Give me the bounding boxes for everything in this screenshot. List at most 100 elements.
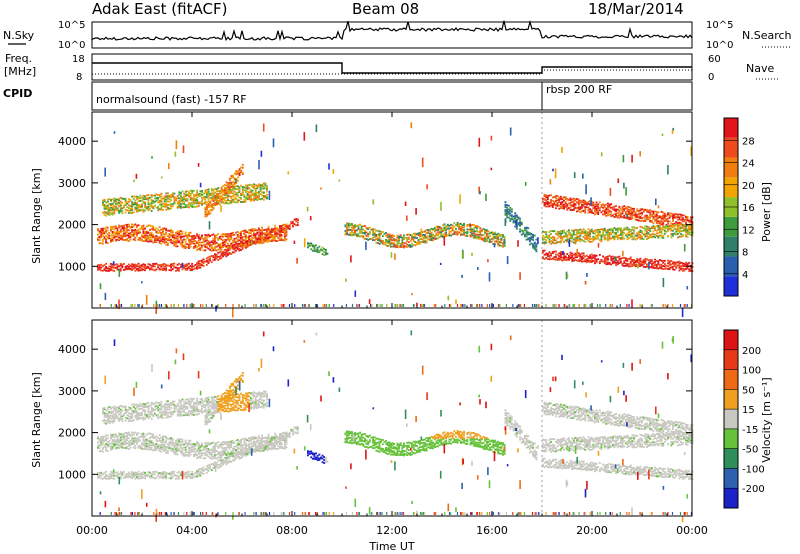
power-cell [422, 304, 424, 307]
power-cell [168, 200, 171, 203]
power-cell [287, 171, 290, 175]
velocity-cell [97, 474, 99, 477]
noise-sky-line [91, 19, 693, 42]
power-cell [479, 229, 482, 232]
power-cell [158, 196, 161, 199]
velocity-cell [116, 446, 119, 449]
power-cell [332, 169, 335, 174]
power-cell [419, 238, 422, 240]
power-cell [111, 213, 114, 216]
power-cell [194, 198, 197, 201]
power-cell [605, 203, 608, 206]
power-cell [592, 235, 595, 238]
power-cell [260, 304, 262, 307]
power-cell [173, 192, 176, 195]
power-cell [165, 200, 168, 203]
power-cell [162, 269, 164, 271]
power-cell [598, 260, 601, 263]
power-cell [561, 238, 564, 241]
power-cell [136, 264, 138, 267]
power-cell [189, 239, 192, 242]
colorbar-tick-label: 12 [742, 225, 755, 236]
power-cell [228, 238, 231, 241]
power-cell [582, 260, 585, 263]
power-cell [215, 305, 217, 312]
power-cell [267, 236, 270, 239]
power-cell [380, 230, 383, 233]
power-cell [504, 218, 507, 226]
power-cell [574, 203, 577, 205]
power-cell [170, 203, 173, 205]
power-cell [251, 236, 254, 239]
power-cell [667, 235, 669, 237]
power-cell [631, 299, 633, 309]
power-cell [114, 225, 117, 228]
power-cell [360, 231, 363, 234]
power-cell [610, 237, 613, 240]
power-cell [205, 263, 208, 266]
power-cell [439, 262, 442, 265]
power-cell [351, 231, 353, 234]
power-cell [670, 224, 673, 227]
power-cell [207, 235, 210, 238]
power-cell [406, 237, 409, 239]
velocity-cell [98, 473, 101, 475]
power-cell [407, 236, 410, 239]
power-cell [267, 234, 270, 237]
power-cell [587, 236, 590, 239]
power-cell [119, 236, 122, 239]
power-cell [144, 232, 146, 235]
power-cell [429, 238, 431, 241]
power-cell [191, 238, 194, 241]
power-cell [162, 232, 164, 235]
power-cell [351, 234, 353, 237]
power-cell [590, 237, 593, 240]
power-cell [564, 259, 567, 261]
power-cell [121, 238, 124, 241]
power-cell [681, 214, 684, 217]
power-cell [285, 238, 288, 241]
power-cell [144, 202, 147, 205]
power-cell [646, 263, 648, 266]
power-cell [149, 207, 151, 210]
power-cell [209, 209, 212, 212]
velocity-cell [108, 476, 111, 478]
power-cell [542, 197, 544, 200]
velocity-cell [121, 434, 124, 437]
power-cell [522, 231, 525, 234]
power-cell [636, 234, 639, 237]
power-cell [162, 267, 164, 270]
power-cell [420, 304, 422, 307]
velocity-cell [144, 443, 146, 446]
power-cell [176, 269, 179, 272]
velocity-cell [196, 473, 198, 476]
power-cell [142, 263, 145, 266]
power-cell [111, 238, 114, 241]
power-cell [175, 199, 177, 201]
power-cell [628, 218, 630, 221]
power-cell [453, 222, 456, 225]
power-cell [279, 225, 281, 227]
velocity-cell [163, 476, 166, 479]
power-cell [440, 233, 443, 236]
power-cell [126, 229, 129, 232]
power-cell [459, 229, 462, 232]
power-cell [472, 227, 475, 230]
power-cell [233, 247, 236, 250]
power-cell [261, 236, 263, 239]
power-cell [220, 192, 223, 194]
power-cell [316, 246, 319, 249]
power-cell [472, 234, 475, 237]
power-cell [599, 304, 601, 307]
power-cell [660, 232, 663, 235]
power-cell [145, 239, 148, 242]
power-cell [663, 212, 666, 215]
power-cell [401, 239, 404, 241]
power-cell [615, 214, 617, 217]
power-cell [615, 236, 617, 239]
power-cell [259, 238, 262, 240]
power-cell [119, 264, 122, 267]
power-cell [543, 204, 546, 207]
power-cell [147, 231, 150, 234]
power-cell [602, 235, 604, 237]
